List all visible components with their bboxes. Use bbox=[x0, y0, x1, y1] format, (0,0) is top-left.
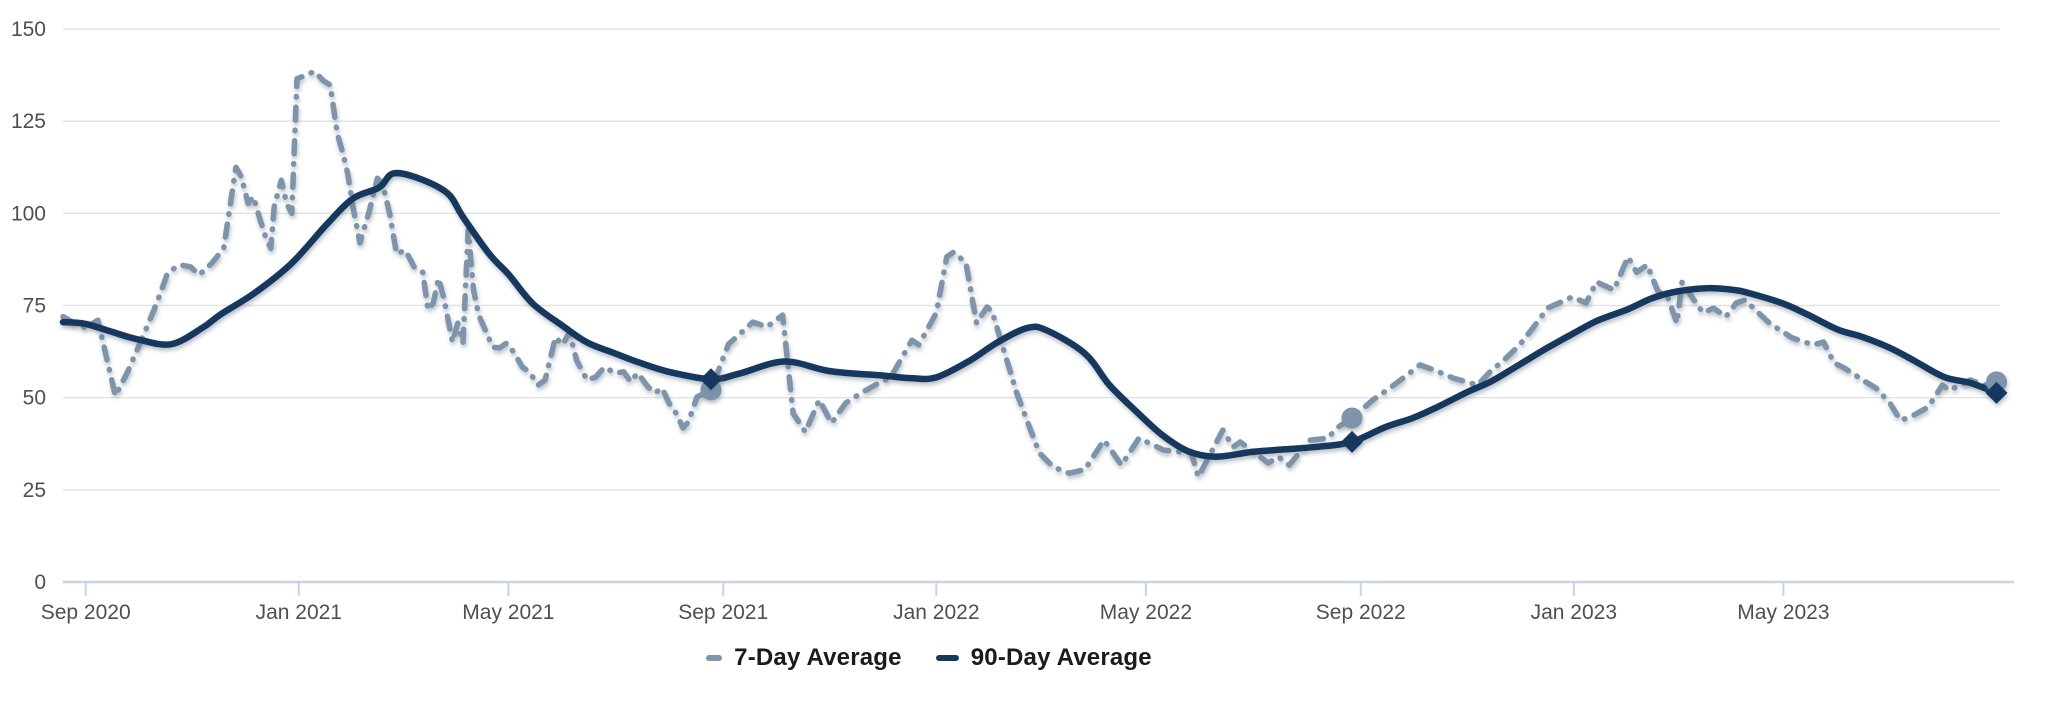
y-axis-label-125: 125 bbox=[11, 110, 46, 133]
marker-diamond-2022-08-27 bbox=[1341, 430, 1364, 453]
x-axis-label-jan-2023: Jan 2023 bbox=[1531, 601, 1617, 624]
series-line-7-day-average bbox=[60, 68, 2000, 480]
series-line-90-day-average bbox=[59, 169, 2000, 460]
y-axis-label-150: 150 bbox=[11, 18, 46, 41]
chart-legend: 7-Day Average 90-Day Average bbox=[0, 644, 1953, 672]
marker-diamond-2021-08-25 bbox=[699, 368, 722, 391]
legend-swatch-90-day-icon bbox=[935, 655, 959, 661]
y-axis-label-0: 0 bbox=[34, 571, 46, 594]
legend-item-90-day-average[interactable]: 90-Day Average bbox=[935, 644, 1152, 672]
y-axis-label-100: 100 bbox=[11, 202, 46, 225]
x-axis-label-may-2022: May 2022 bbox=[1100, 601, 1192, 624]
x-axis-label-sep-2020: Sep 2020 bbox=[41, 601, 131, 624]
y-axis-label-50: 50 bbox=[23, 387, 46, 410]
x-axis-label-jan-2021: Jan 2021 bbox=[256, 601, 342, 624]
marker-diamond-2023-08-31 bbox=[1985, 381, 2008, 404]
x-axis-label-sep-2022: Sep 2022 bbox=[1316, 601, 1406, 624]
legend-label-7-day: 7-Day Average bbox=[734, 644, 902, 671]
legend-swatch-7-day-icon bbox=[706, 655, 723, 661]
legend-item-7-day-average[interactable]: 7-Day Average bbox=[706, 644, 902, 672]
marker-circle-2022-08-27 bbox=[1341, 407, 1363, 429]
x-axis-label-may-2023: May 2023 bbox=[1737, 601, 1829, 624]
marker-circle-2023-08-31 bbox=[1986, 371, 2008, 393]
y-axis-label-25: 25 bbox=[23, 479, 46, 502]
y-axis-label-75: 75 bbox=[23, 295, 46, 318]
legend-label-90-day: 90-Day Average bbox=[970, 644, 1152, 671]
x-axis-label-jan-2022: Jan 2022 bbox=[893, 601, 979, 624]
x-axis-label-may-2021: May 2021 bbox=[462, 601, 554, 624]
x-axis-label-sep-2021: Sep 2021 bbox=[678, 601, 768, 624]
